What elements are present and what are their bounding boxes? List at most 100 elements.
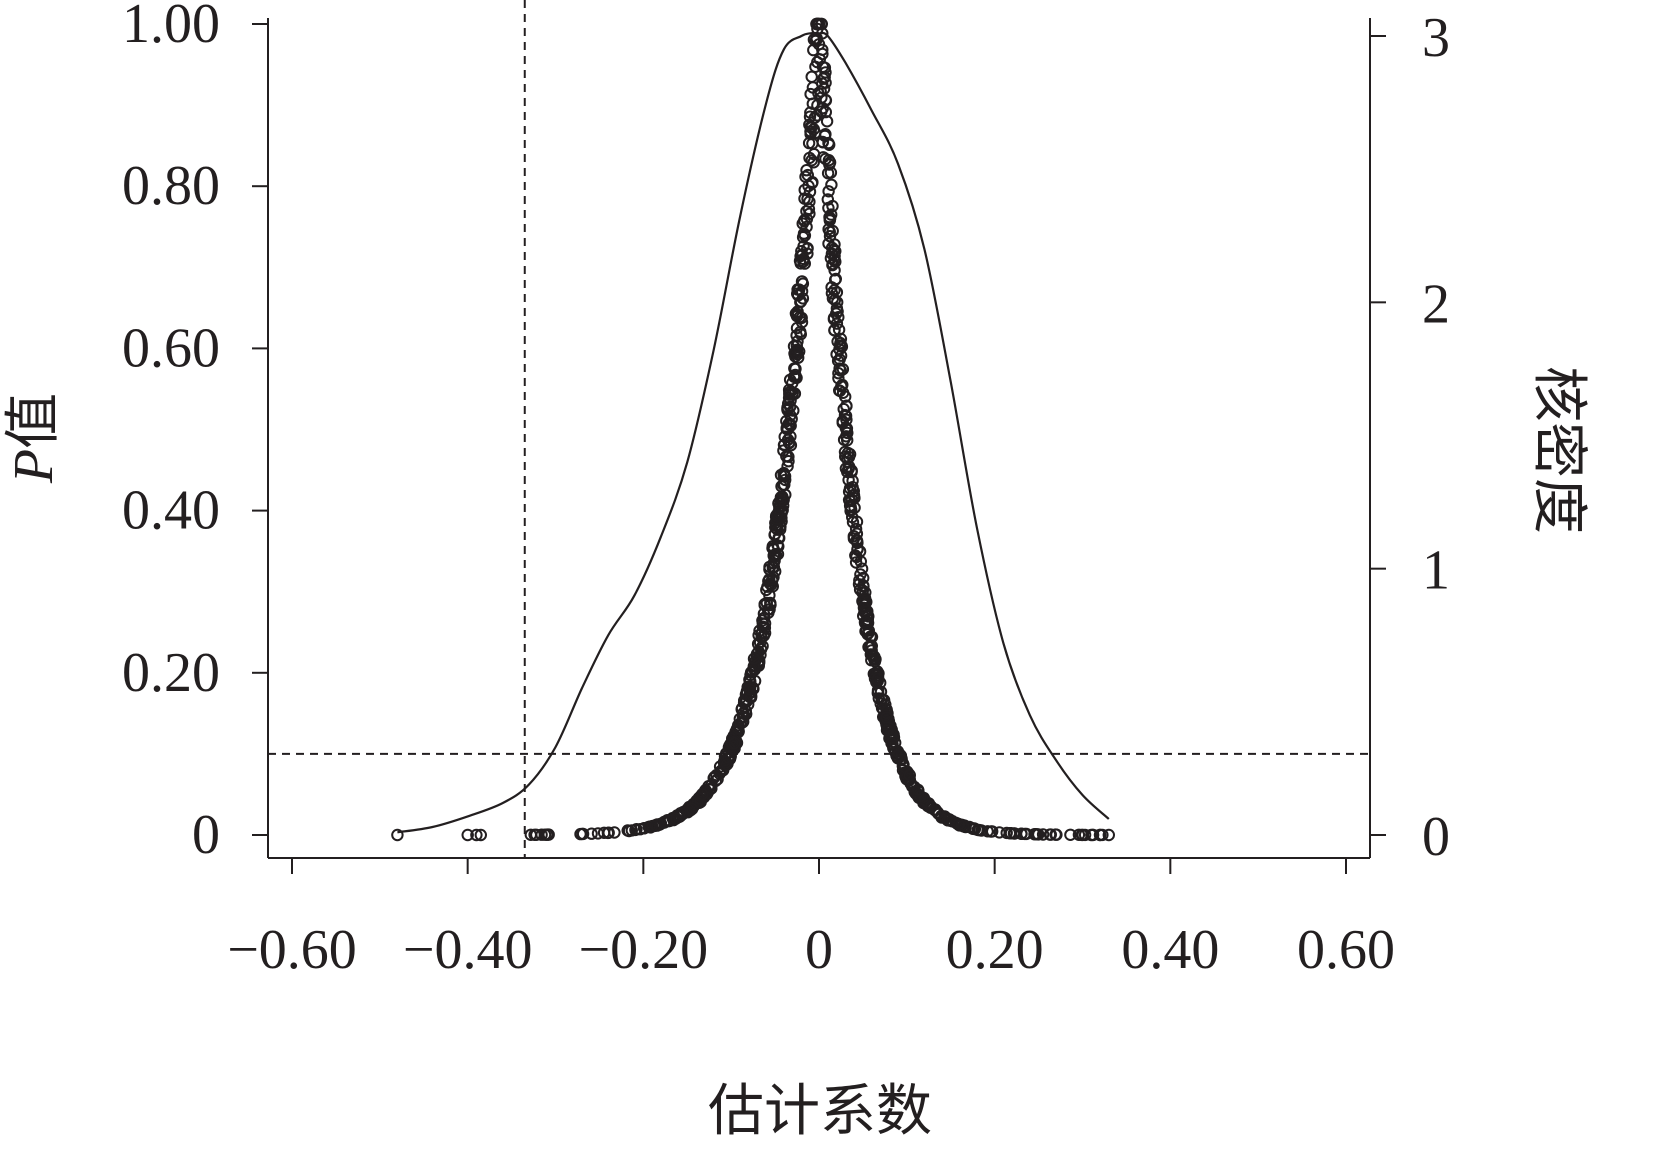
data-point (911, 783, 925, 796)
data-point (696, 788, 709, 801)
data-point (823, 225, 836, 239)
data-point (836, 416, 849, 430)
data-point (672, 810, 686, 823)
data-point (658, 816, 671, 829)
data-point (804, 106, 817, 119)
y-right-tick-label: 3 (1422, 7, 1450, 69)
data-point (811, 109, 824, 122)
data-point (1076, 828, 1089, 842)
data-point (683, 800, 696, 814)
data-point (670, 812, 683, 825)
data-point (1028, 828, 1041, 841)
data-point (1093, 828, 1107, 842)
y-left-tick-label: 1.00 (122, 0, 220, 55)
data-point (914, 790, 927, 803)
reference-lines (268, 0, 1370, 858)
data-point (774, 494, 787, 507)
data-point (795, 245, 808, 258)
data-point (739, 704, 752, 718)
data-point (831, 354, 845, 368)
data-point (841, 434, 854, 447)
data-point (790, 309, 804, 323)
data-point (524, 828, 537, 841)
data-point (805, 70, 818, 84)
x-tick-label: 0.60 (1297, 919, 1395, 981)
data-point (591, 827, 605, 840)
data-point (835, 339, 848, 352)
data-point (758, 621, 772, 635)
data-point (756, 614, 769, 627)
y-left-axis-title-italic: P (3, 449, 65, 484)
y-left-tick-label: 0.80 (122, 155, 220, 217)
x-tick-label: −0.40 (403, 919, 533, 981)
data-point (756, 639, 769, 653)
data-point (634, 823, 647, 836)
data-point (747, 682, 760, 696)
data-point (849, 549, 862, 562)
data-point (646, 819, 659, 833)
data-point (925, 800, 938, 813)
data-point (839, 462, 853, 475)
data-point (1008, 827, 1021, 840)
axis-labels: 估计系数 P值 核密度 (1, 366, 1591, 1144)
data-point (1036, 828, 1050, 841)
data-point (798, 229, 812, 242)
x-tick-label: 0.20 (946, 919, 1044, 981)
data-point (809, 60, 822, 74)
y-left-tick-label: 0 (192, 804, 220, 866)
data-point (710, 768, 723, 782)
y-right-axis-title: 核密度 (1526, 366, 1591, 534)
data-point (903, 769, 916, 782)
data-point (541, 828, 554, 841)
data-point (874, 697, 887, 710)
scatter-points-layer (391, 17, 1116, 842)
data-point (828, 293, 842, 307)
data-point (608, 826, 621, 839)
data-point (470, 828, 483, 842)
data-point (984, 825, 998, 838)
data-point (576, 827, 589, 841)
data-point (820, 115, 834, 128)
data-point (952, 817, 966, 831)
data-point (1004, 827, 1017, 840)
data-point (895, 753, 908, 766)
data-point (621, 824, 634, 837)
y-right-tick-label: 0 (1422, 806, 1450, 868)
data-point (812, 17, 826, 31)
data-point (971, 823, 984, 837)
y-left-axis-title-rest: 值 (1, 393, 66, 449)
data-point (802, 136, 816, 150)
data-point (850, 527, 864, 540)
data-point (790, 329, 803, 342)
data-point (823, 158, 836, 171)
data-point (836, 386, 850, 399)
data-point (832, 323, 846, 336)
data-point (782, 417, 795, 430)
x-tick-label: −0.60 (227, 919, 357, 981)
data-point (461, 828, 474, 842)
data-point (822, 201, 835, 215)
data-point (802, 179, 815, 193)
data-point (805, 154, 818, 167)
data-point (737, 715, 750, 728)
data-point (807, 43, 820, 57)
data-point (720, 758, 734, 771)
data-point (528, 828, 541, 841)
data-point (825, 241, 839, 255)
data-point (780, 450, 793, 463)
y-right-tick-label: 1 (1422, 540, 1450, 602)
data-point (823, 210, 836, 224)
data-point (769, 565, 782, 578)
data-point (846, 510, 859, 524)
data-point (781, 401, 794, 414)
y-right-tick-label: 2 (1422, 273, 1450, 335)
data-point (865, 644, 878, 657)
data-point (773, 531, 786, 545)
data-point (804, 127, 817, 141)
data-point (857, 601, 871, 614)
data-point (810, 32, 823, 45)
data-point (857, 579, 870, 592)
data-point (819, 94, 833, 107)
data-point (1085, 828, 1098, 842)
